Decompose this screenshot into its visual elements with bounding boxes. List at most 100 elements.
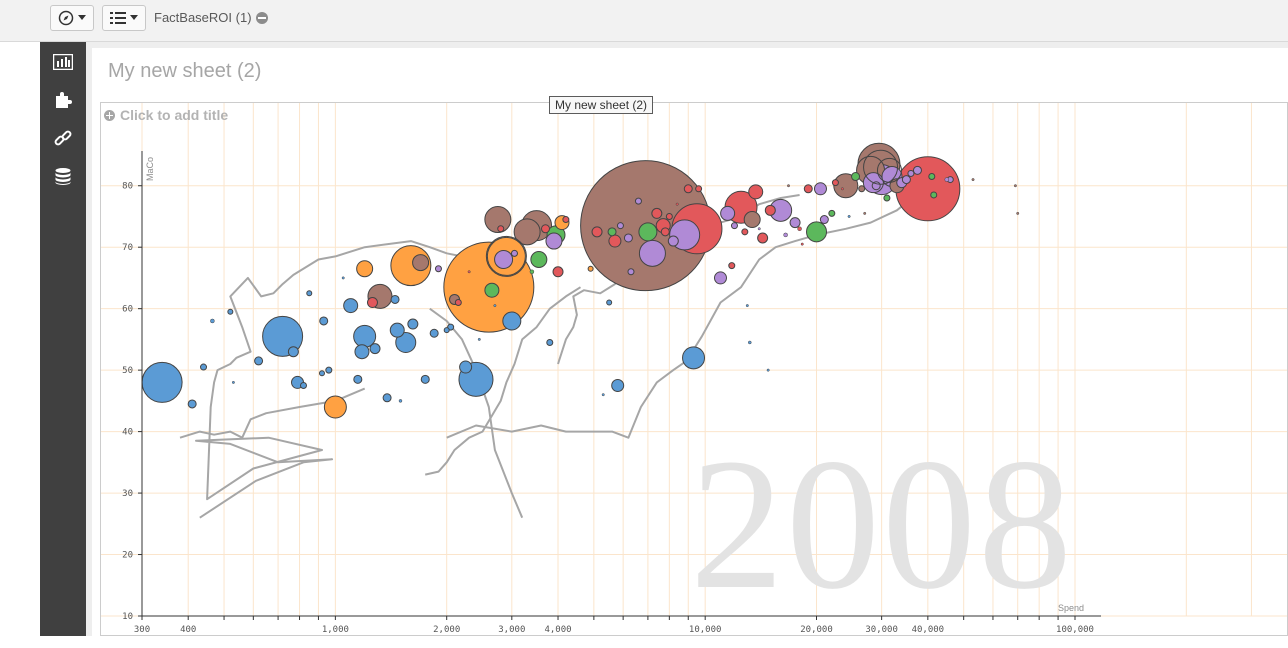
trail-line <box>424 286 582 476</box>
bubble-point <box>840 187 844 191</box>
sidebar-item-data[interactable] <box>51 164 75 188</box>
bubble-point <box>787 184 790 188</box>
bubble-point <box>407 318 419 330</box>
bubble-point <box>530 250 548 268</box>
chart-grid <box>101 103 1287 617</box>
bubble-point <box>323 395 347 419</box>
bubble-point <box>513 218 541 246</box>
sidebar-item-charts[interactable] <box>51 50 75 74</box>
x-tick-label: 1,000 <box>322 625 349 635</box>
bubble-point <box>819 215 829 225</box>
bubble-point <box>369 343 381 355</box>
app-title[interactable]: FactBaseROI (1) <box>154 10 268 25</box>
bubble-point <box>764 204 776 216</box>
x-tick-label: 100,000 <box>1056 625 1094 635</box>
bubble-point <box>858 185 866 193</box>
x-axis-title: Spend <box>1058 603 1084 613</box>
bubble-point <box>318 370 325 377</box>
trail-line <box>179 387 366 439</box>
global-menu-button[interactable] <box>102 5 146 31</box>
bubble-point <box>467 270 471 274</box>
scatter-chart[interactable]: 300 400 1,000 2,000 3,000 4,000 10,000 20,000 30… <box>101 103 1288 636</box>
bubble-point <box>797 226 802 232</box>
bubble-point <box>847 215 851 218</box>
bubble-point <box>343 298 359 314</box>
bubble-point <box>611 379 625 392</box>
bubble-point <box>944 177 950 182</box>
navigation-menu-button[interactable] <box>50 5 94 31</box>
bubble-point <box>353 374 363 384</box>
bubble-point <box>454 299 462 307</box>
bubble-point <box>651 207 663 219</box>
sidebar-item-extensions[interactable] <box>51 88 75 112</box>
scatter-chart-object[interactable]: 300 400 1,000 2,000 3,000 4,000 10,000 20,000 30… <box>100 102 1288 636</box>
top-toolbar: FactBaseROI (1) <box>0 0 1288 42</box>
bubble-point <box>757 227 761 231</box>
bubble-point <box>831 179 839 187</box>
bubble-point <box>748 184 764 200</box>
y-axis-title: MaCo <box>145 157 155 181</box>
bubble-point <box>429 328 439 338</box>
bubble-point <box>412 254 430 272</box>
bubble-point <box>493 304 497 308</box>
bubble-point <box>497 225 505 233</box>
chevron-down-icon <box>130 15 138 20</box>
bubble-point <box>895 156 961 222</box>
bubble-point <box>366 297 378 309</box>
x-tick-label: 3,000 <box>498 625 525 635</box>
bubble-point <box>545 232 563 250</box>
bubble-point <box>587 265 594 272</box>
bubble-point <box>325 366 333 374</box>
bubble-point <box>552 266 564 278</box>
bubble-point <box>851 172 861 182</box>
chart-bubbles <box>141 142 1020 419</box>
y-tick-label: 70 <box>122 243 133 253</box>
bubble-point <box>660 227 670 237</box>
bubble-point <box>231 380 235 384</box>
bubble-point <box>601 393 605 397</box>
chart-axes: 300 400 1,000 2,000 3,000 4,000 10,000 20,000 30… <box>122 151 1101 635</box>
charts-icon <box>53 54 73 70</box>
bubble-point <box>319 316 329 326</box>
bubble-point <box>634 197 642 205</box>
bubble-point <box>606 299 613 306</box>
add-title-label: Click to add title <box>120 107 229 123</box>
sidebar-item-links[interactable] <box>51 126 75 150</box>
chevron-down-icon <box>78 15 86 20</box>
bubble-point <box>341 276 345 280</box>
bubble-point <box>743 211 761 229</box>
bubble-point <box>745 304 749 308</box>
compass-icon <box>58 10 74 26</box>
bubble-point <box>529 269 535 275</box>
bubble-outline <box>485 235 527 277</box>
sheet-tooltip: My new sheet (2) <box>549 96 654 114</box>
bubble-point <box>398 399 403 403</box>
bubble-point <box>299 382 307 389</box>
bubble-point <box>546 338 554 346</box>
bubble-point <box>803 184 813 194</box>
bubble-point <box>800 242 804 246</box>
x-tick-label: 40,000 <box>912 625 945 635</box>
bubble-point <box>806 221 828 243</box>
year-watermark: 2008 <box>690 419 1074 628</box>
sheet-title[interactable]: My new sheet (2) <box>108 60 262 82</box>
plus-circle-icon <box>104 109 115 121</box>
bubble-point <box>306 290 313 297</box>
bubble-point <box>638 239 666 267</box>
link-icon <box>54 130 72 146</box>
y-tick-label: 50 <box>122 366 133 376</box>
bubble-point <box>459 360 473 374</box>
bubble-point <box>667 235 679 247</box>
trail-line <box>429 307 524 519</box>
y-tick-label: 10 <box>122 612 133 622</box>
bubble-point <box>382 393 392 403</box>
y-tick-label: 20 <box>122 551 133 561</box>
bubble-point <box>713 271 727 285</box>
add-title-button[interactable]: Click to add title <box>104 107 228 123</box>
bubble-point <box>510 249 518 257</box>
bubble-point <box>434 265 442 273</box>
bubble-point <box>287 346 299 358</box>
bubble-point <box>390 294 400 304</box>
bubble-point <box>502 311 522 331</box>
bubble-point <box>608 234 622 248</box>
